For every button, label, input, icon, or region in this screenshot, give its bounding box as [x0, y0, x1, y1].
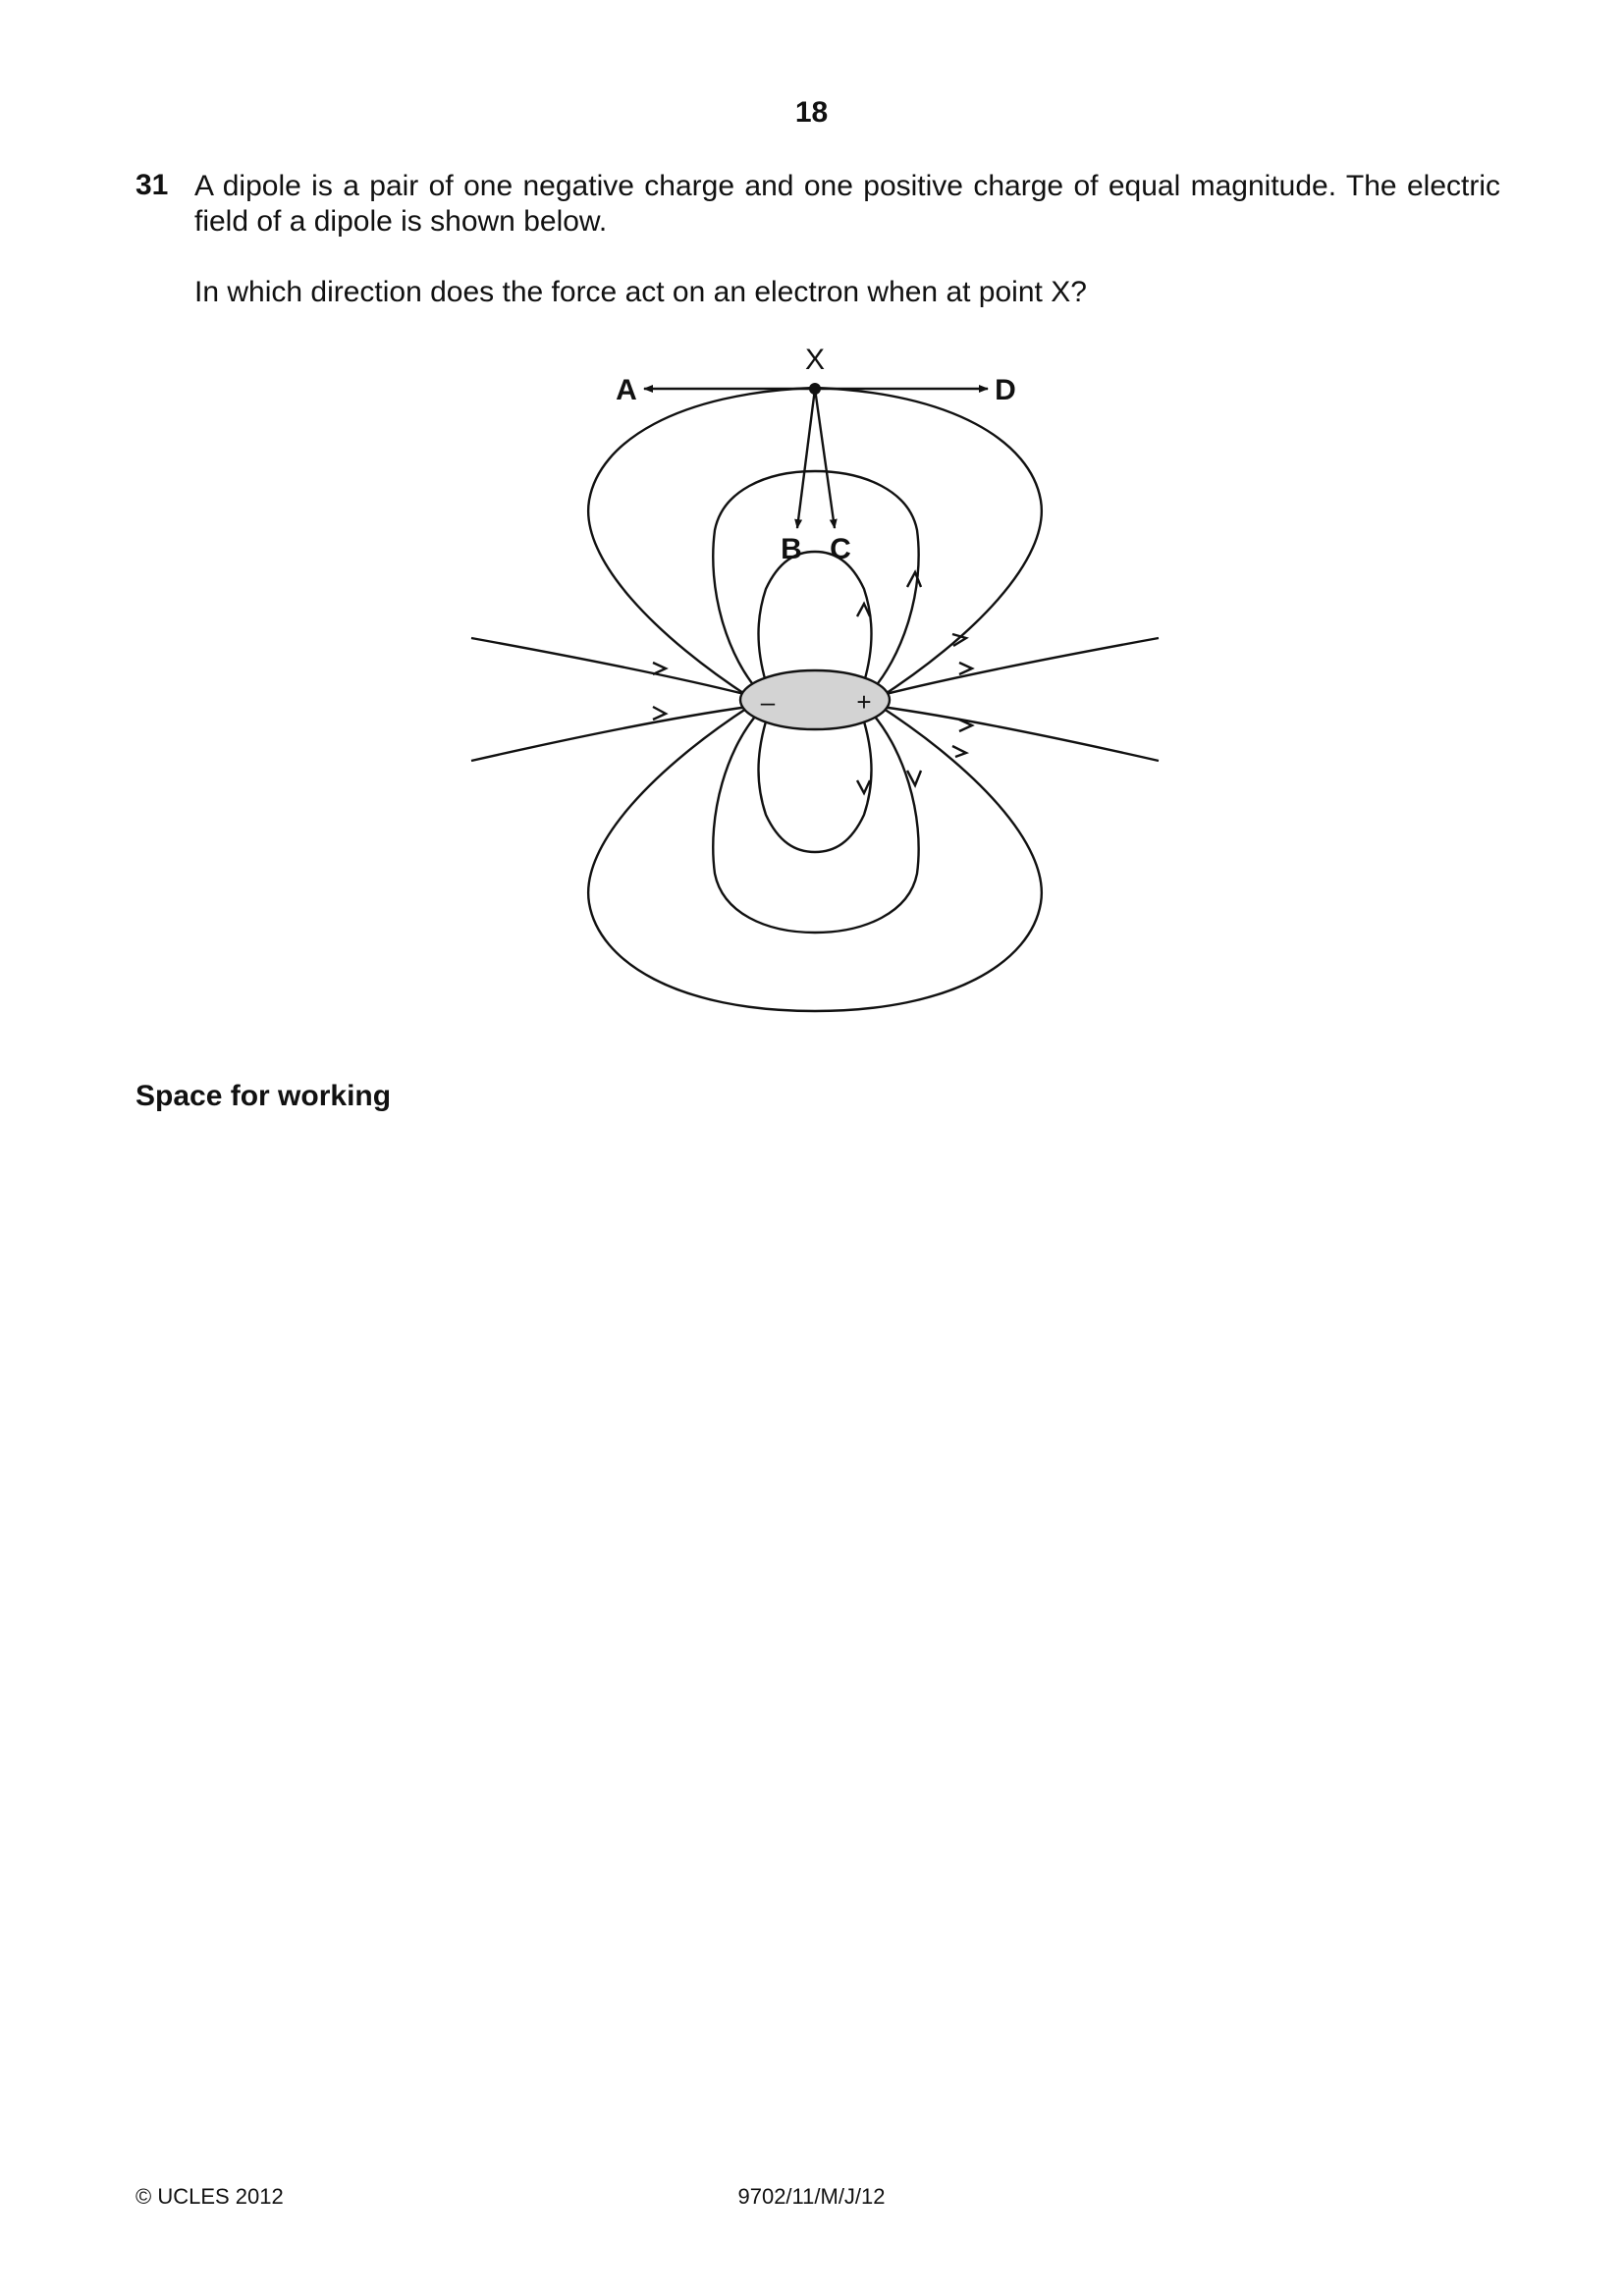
arrowhead-middle-bottom — [905, 770, 923, 788]
field-line-left-lower — [470, 705, 749, 763]
question-prompt: In which direction does the force act on… — [194, 276, 1087, 308]
space-for-working-label: Space for working — [135, 1080, 392, 1112]
arrowhead-inner-top — [855, 601, 872, 617]
field-line-inner-bottom — [757, 721, 873, 854]
arrowhead-middle-top — [905, 569, 923, 588]
arrowhead-right-mid-lower — [958, 718, 975, 733]
field-line-outer-bottom — [586, 703, 1044, 1013]
arrowhead-right-lower — [951, 744, 970, 759]
question-text: A dipole is a pair of one negative charg… — [194, 170, 1500, 238]
dipole-field-diagram: – + X A D B C — [470, 344, 1160, 1013]
field-line-right-upper — [881, 636, 1160, 697]
arrow-b — [794, 388, 817, 529]
arrow-c — [813, 388, 838, 529]
label-d: D — [995, 374, 1016, 406]
point-x-dot — [809, 383, 821, 395]
footer-copyright: © UCLES 2012 — [135, 2184, 284, 2209]
question-number: 31 — [135, 169, 169, 201]
dipole-body — [738, 668, 892, 731]
label-b: B — [781, 533, 802, 565]
positive-charge-sign: + — [856, 687, 871, 717]
field-line-middle-bottom — [712, 708, 920, 934]
arrowhead-left-lower — [652, 705, 669, 721]
arrowhead-inner-bottom — [855, 779, 872, 796]
negative-charge-sign: – — [761, 687, 776, 717]
footer-code: 9702/11/M/J/12 — [737, 2184, 886, 2209]
label-a: A — [616, 374, 637, 406]
arrowhead-left-upper — [652, 661, 669, 676]
field-line-left-upper — [470, 636, 749, 697]
direction-arrows — [643, 385, 989, 529]
arrowhead-right-mid-upper — [958, 661, 975, 676]
arrowhead-right-upper — [951, 632, 969, 648]
page-number: 18 — [794, 96, 829, 129]
field-arrowheads — [652, 569, 975, 796]
point-x-label: X — [805, 344, 825, 376]
field-line-right-lower — [881, 705, 1160, 763]
field-line-inner-top — [757, 550, 873, 683]
field-line-outer-top — [586, 386, 1044, 701]
field-line-middle-top — [712, 469, 920, 696]
label-c: C — [830, 533, 851, 565]
